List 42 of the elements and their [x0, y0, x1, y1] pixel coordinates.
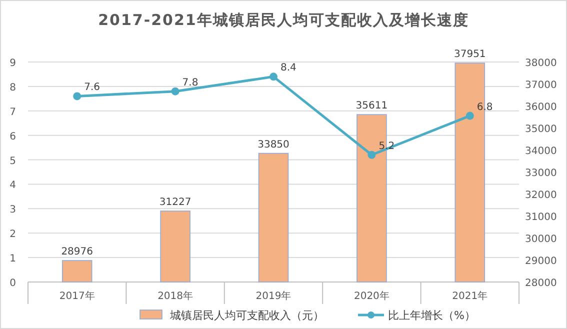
x-tick-label: 2017年	[59, 290, 95, 302]
y-tick-label: 6	[10, 131, 16, 142]
point	[73, 92, 82, 100]
y-tick-label: 8	[10, 82, 16, 94]
data-label: 28976	[61, 246, 94, 258]
y2-tick-label: 36000	[525, 102, 557, 113]
y-tick-label: 1	[10, 254, 16, 265]
y2-tick-label: 37000	[525, 80, 557, 91]
y2-tick-label: 38000	[525, 58, 557, 69]
data-label: 35611	[356, 100, 388, 112]
y-tick-label: 4	[10, 180, 16, 192]
data-label: 7.6	[84, 82, 100, 94]
data-label: 37951	[454, 49, 486, 60]
data-label: 8.4	[280, 62, 296, 74]
y-tick-label: 3	[10, 204, 16, 216]
x-tick-label: 2021年	[452, 290, 488, 302]
legend-label: 比上年增长（%）	[388, 309, 476, 322]
y2-tick-label: 29000	[525, 256, 557, 267]
y-tick-label: 5	[10, 156, 16, 167]
x-tick-label: 2020年	[354, 290, 390, 302]
y2-tick-label: 30000	[525, 234, 557, 245]
y2-tick-label: 33000	[525, 168, 557, 179]
x-tick-label: 2018年	[158, 290, 194, 302]
chart-title: 2017-2021年城镇居民人均可支配收入及增长速度	[98, 11, 469, 29]
point	[171, 87, 180, 96]
y-tick-label: 0	[10, 278, 16, 289]
y2-tick-label: 35000	[525, 124, 557, 135]
legend-label: 城镇居民人均可支配收入（元）	[169, 309, 324, 322]
point	[466, 112, 474, 120]
data-label: 7.8	[182, 77, 198, 88]
y2-tick-label: 28000	[525, 278, 557, 289]
point	[368, 150, 376, 159]
y-tick-label: 9	[10, 58, 16, 69]
data-label: 31227	[159, 197, 192, 208]
data-label: 33850	[258, 139, 290, 150]
y-tick-label: 2	[10, 229, 16, 240]
point	[270, 72, 278, 81]
x-tick-label: 2019年	[256, 290, 292, 302]
y2-tick-label: 32000	[525, 190, 557, 201]
y2-tick-label: 34000	[525, 146, 557, 157]
y2-tick-label: 31000	[525, 212, 557, 223]
y-tick-label: 7	[10, 106, 16, 118]
